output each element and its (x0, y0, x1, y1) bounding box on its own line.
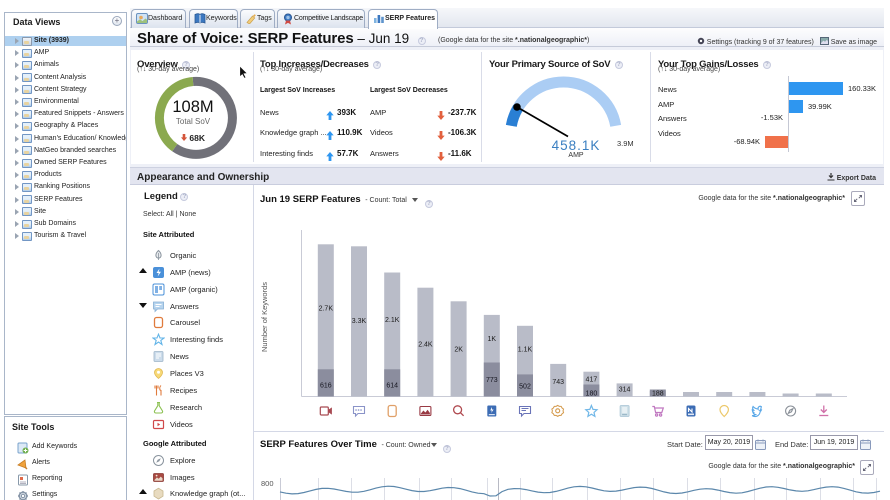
svg-text:3.3K: 3.3K (352, 318, 367, 325)
svg-text:2.7K: 2.7K (319, 306, 334, 313)
svg-text:417: 417 (586, 377, 598, 384)
svg-text:180: 180 (586, 391, 598, 398)
svg-text:2K: 2K (454, 347, 463, 354)
svg-text:773: 773 (486, 377, 498, 384)
svg-text:800: 800 (261, 479, 274, 488)
svg-text:1.1K: 1.1K (518, 347, 533, 354)
svg-text:2.1K: 2.1K (385, 317, 400, 324)
svg-text:614: 614 (386, 383, 398, 390)
svg-text:Number of Keywords: Number of Keywords (260, 282, 269, 352)
svg-text:743: 743 (552, 379, 564, 386)
svg-text:314: 314 (619, 387, 631, 394)
svg-text:616: 616 (320, 383, 332, 390)
svg-text:1K: 1K (488, 336, 497, 343)
svg-text:188: 188 (652, 391, 664, 398)
svg-text:502: 502 (519, 384, 531, 391)
svg-text:2.4K: 2.4K (418, 342, 433, 349)
